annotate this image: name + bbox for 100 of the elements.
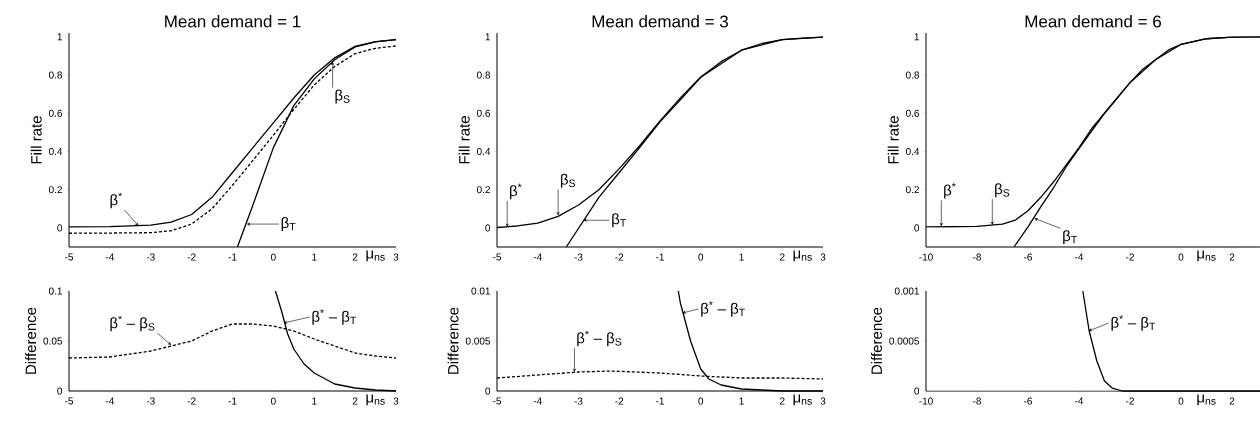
y-tick-label: 1 — [57, 33, 62, 41]
x-tick-label: -10 — [919, 397, 933, 405]
annotation: β$^{*}$ – β$_{T}$ — [701, 301, 745, 317]
y-axis-title: Difference — [447, 307, 459, 374]
x-tick-label: -6 — [1023, 397, 1033, 405]
y-tick-label: 0 — [914, 224, 920, 232]
y-tick-label: 0.0005 — [889, 337, 920, 345]
y-tick-label: 0.2 — [48, 186, 62, 194]
x-axis-title: μ$_{ns}$ — [366, 250, 385, 262]
x-tick-label: 0 — [1178, 397, 1184, 405]
x-tick-label: -2 — [1125, 253, 1134, 261]
y-tick-label: 0 — [57, 224, 63, 232]
x-tick-label: 2 — [1229, 253, 1235, 261]
x-axis-title: μ$_{ns}$ — [1197, 394, 1216, 406]
x-tick-label: 1 — [739, 253, 744, 261]
x-tick-label: 0 — [270, 397, 276, 405]
annotation: β$_{S}$ — [995, 183, 1010, 198]
annotation: β$^{*}$ – β$_{T}$ — [312, 309, 357, 325]
y-tick-label: 0.01 — [471, 287, 490, 295]
x-tick-label: -5 — [65, 397, 74, 405]
annotation: β$^{*}$ — [510, 183, 522, 200]
x-tick-label: 1 — [312, 253, 317, 261]
x-tick-label: 0 — [698, 397, 704, 405]
y-tick-label: 0.6 — [476, 109, 491, 117]
x-tick-label: -4 — [105, 253, 115, 261]
y-tick-label: 0.8 — [48, 71, 63, 79]
x-tick-label: -5 — [493, 397, 502, 405]
x-tick-label: 1 — [312, 397, 317, 405]
x-tick-label: -4 — [533, 397, 542, 405]
annotation: β$^{*}$ — [944, 183, 956, 199]
x-axis-title: μ$_{ns}$ — [366, 394, 385, 406]
y-tick-label: 1 — [485, 33, 490, 41]
y-tick-label: 0.6 — [48, 109, 63, 117]
x-tick-label: 3 — [820, 397, 826, 405]
annotation: β$^{*}$ – β$_{T}$ — [1111, 315, 1156, 331]
y-axis-title: Fill rate — [458, 116, 470, 164]
chart-title: Mean demand = 3 — [592, 14, 728, 28]
annotation: β$^{*}$ – β$_{S}$ — [577, 330, 622, 347]
x-tick-label: -1 — [656, 253, 664, 261]
x-tick-label: -6 — [1023, 253, 1033, 261]
x-tick-label: -5 — [493, 253, 502, 261]
x-tick-label: -2 — [615, 397, 624, 405]
x-tick-label: -2 — [615, 253, 624, 261]
y-axis-title: Fill rate — [887, 116, 899, 164]
x-tick-label: 0 — [1178, 253, 1184, 261]
x-tick-label: 2 — [779, 253, 785, 261]
y-tick-label: 0.4 — [48, 147, 63, 155]
x-tick-label: -5 — [65, 253, 74, 261]
x-tick-label: 3 — [393, 397, 399, 405]
y-axis-title: Difference — [25, 307, 37, 374]
y-tick-label: 0.8 — [476, 71, 491, 79]
x-tick-label: -3 — [574, 397, 583, 405]
y-tick-label: 0.001 — [894, 287, 919, 295]
annotation: β$_{S}$ — [560, 173, 576, 188]
y-axis-title: Fill rate — [30, 116, 42, 164]
chart-title: Mean demand = 1 — [165, 14, 301, 28]
x-tick-label: -4 — [1074, 397, 1084, 405]
x-tick-label: -2 — [187, 253, 196, 261]
x-tick-label: -8 — [973, 397, 982, 405]
y-tick-label: 0.05 — [43, 337, 63, 345]
x-tick-label: -2 — [187, 397, 196, 405]
annotation: β$_{T}$ — [1063, 230, 1077, 245]
x-tick-label: -3 — [574, 253, 583, 261]
annotation: β$_{T}$ — [281, 217, 296, 232]
x-axis-title: μ$_{ns}$ — [1197, 250, 1216, 262]
y-tick-label: 0.6 — [905, 109, 920, 117]
x-tick-label: 2 — [1229, 397, 1235, 405]
annotation: β$_{S}$ — [335, 89, 350, 104]
x-tick-label: 1 — [739, 397, 744, 405]
annotation: β$^{*}$ – β$_{S}$ — [110, 315, 155, 332]
y-tick-label: 0 — [485, 224, 491, 232]
y-tick-label: 0.005 — [465, 337, 491, 345]
x-tick-label: 2 — [352, 253, 358, 261]
x-tick-label: 2 — [779, 397, 785, 405]
y-tick-label: 1 — [914, 33, 919, 41]
y-tick-label: 0.8 — [905, 71, 920, 79]
x-tick-label: 0 — [698, 253, 704, 261]
x-tick-label: -10 — [919, 253, 933, 261]
x-tick-label: -4 — [533, 253, 542, 261]
x-tick-label: 0 — [270, 253, 276, 261]
x-tick-label: -8 — [973, 253, 982, 261]
y-tick-label: 0 — [57, 387, 63, 395]
y-tick-label: 0.2 — [905, 186, 919, 194]
x-axis-title: μ$_{ns}$ — [793, 394, 812, 406]
y-tick-label: 0.2 — [476, 186, 490, 194]
y-tick-label: 0.4 — [476, 147, 491, 155]
y-axis-title: Difference — [871, 307, 883, 374]
annotation: β$_{T}$ — [612, 213, 626, 228]
x-tick-label: 2 — [352, 397, 358, 405]
x-tick-label: 3 — [393, 253, 399, 261]
x-tick-label: -4 — [1074, 253, 1084, 261]
x-tick-label: -3 — [146, 397, 155, 405]
x-tick-label: -2 — [1125, 397, 1134, 405]
x-tick-label: -1 — [656, 397, 664, 405]
x-tick-label: -4 — [105, 397, 115, 405]
annotation: β$^{*}$ — [110, 192, 123, 209]
x-tick-label: -3 — [146, 253, 155, 261]
y-tick-label: 0 — [914, 387, 920, 395]
chart-title: Mean demand = 6 — [1025, 14, 1161, 28]
y-tick-label: 0.4 — [905, 147, 920, 155]
